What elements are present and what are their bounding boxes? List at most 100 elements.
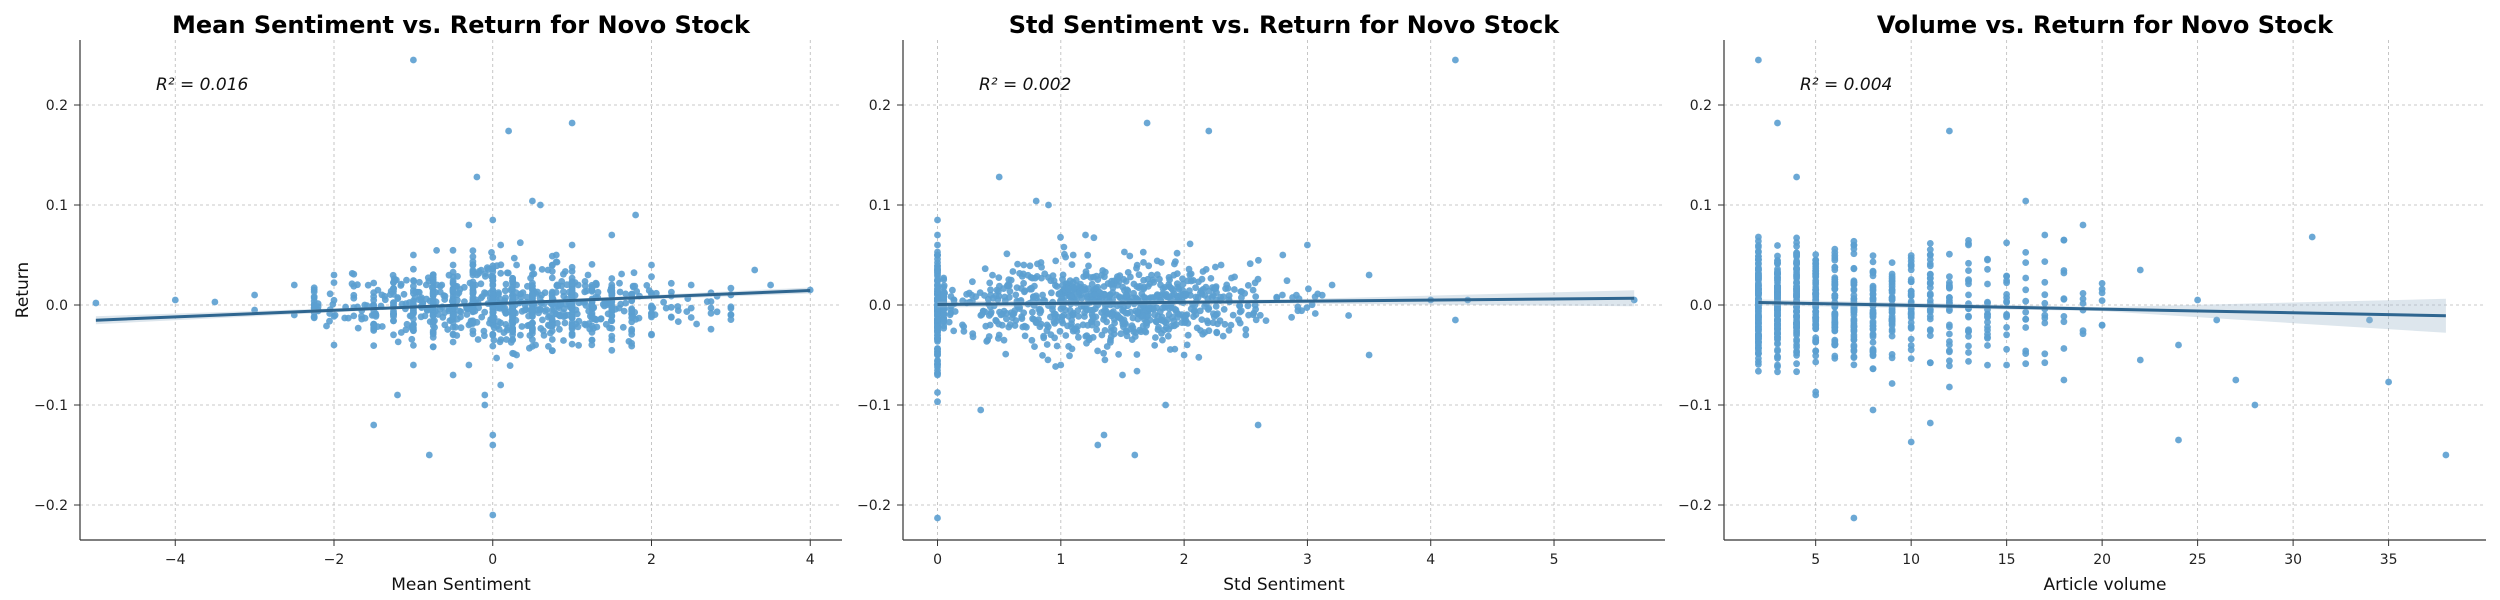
r-squared-annotation: R² = 0.002 [979, 75, 1071, 95]
data-point [1043, 327, 1051, 334]
data-point [976, 289, 984, 296]
data-point [1084, 251, 1092, 259]
data-point [986, 279, 994, 287]
data-point [2041, 359, 2049, 367]
data-point [1869, 339, 1877, 346]
data-point [1305, 285, 1312, 293]
data-point [987, 308, 995, 316]
y-tick-label: 0.1 [1690, 198, 1712, 214]
data-point [554, 319, 561, 327]
data-point [629, 282, 637, 290]
data-point [1227, 321, 1235, 329]
data-point [513, 351, 520, 359]
data-point [1850, 279, 1858, 286]
data-point [449, 261, 457, 269]
data-point [649, 304, 657, 312]
data-point [330, 296, 338, 304]
data-point [1308, 301, 1316, 309]
data-point [2022, 350, 2030, 357]
data-point [1273, 293, 1281, 301]
data-point [1249, 286, 1257, 294]
data-point [1812, 303, 1820, 311]
data-point [330, 271, 338, 279]
data-point [1984, 333, 1991, 341]
data-point [429, 290, 437, 297]
data-point [628, 314, 636, 322]
data-point [568, 241, 576, 249]
data-point [1907, 355, 1915, 362]
data-point [1984, 299, 1991, 307]
data-point [1236, 319, 1244, 327]
data-point [1107, 333, 1115, 341]
data-point [1888, 380, 1896, 387]
x-tick-label: 0 [488, 552, 497, 568]
data-point [630, 269, 638, 277]
data-point [370, 342, 378, 349]
data-point [1045, 201, 1052, 209]
data-point [1812, 352, 1820, 360]
data-point [1156, 275, 1163, 283]
data-point [1254, 421, 1262, 429]
data-point [1159, 336, 1166, 344]
data-point [934, 295, 941, 303]
data-point [2385, 378, 2393, 386]
data-point [940, 274, 948, 282]
data-point [457, 313, 464, 321]
data-point [1984, 256, 1991, 264]
data-point [529, 197, 536, 205]
data-point [1946, 383, 1953, 391]
data-point [2251, 401, 2259, 409]
data-point [1081, 313, 1088, 320]
data-point [1946, 321, 1953, 329]
data-point [1221, 320, 1229, 328]
data-point [1907, 261, 1915, 268]
data-point [548, 267, 556, 275]
data-point [489, 253, 497, 261]
data-point [1251, 301, 1259, 309]
data-point [727, 311, 735, 319]
data-point [1907, 298, 1915, 305]
data-point [1133, 367, 1141, 375]
data-point [1116, 293, 1123, 301]
data-point [548, 274, 556, 282]
y-tick-label: −0.1 [1678, 398, 1712, 414]
data-point [529, 342, 536, 350]
data-point [1183, 341, 1191, 349]
data-point [635, 314, 643, 322]
data-point [2003, 345, 2010, 353]
data-point [1165, 305, 1173, 313]
data-point [469, 306, 477, 313]
data-point [1145, 262, 1153, 270]
data-point [1831, 336, 1839, 344]
data-point [1869, 267, 1877, 275]
data-point [538, 266, 546, 273]
data-point [1115, 351, 1122, 358]
data-point [1030, 293, 1037, 300]
data-point [1812, 318, 1820, 325]
data-point [2022, 259, 2030, 266]
data-point [1174, 283, 1181, 291]
data-point [429, 298, 437, 306]
data-point [1283, 277, 1291, 285]
data-point [1755, 347, 1762, 355]
data-point [465, 361, 473, 369]
data-point [1888, 259, 1896, 266]
data-point [616, 288, 624, 296]
data-point [1192, 284, 1199, 292]
data-point [1018, 313, 1025, 321]
data-point [361, 314, 369, 322]
data-point [1122, 291, 1130, 299]
data-point [1018, 273, 1026, 280]
data-point [2442, 451, 2450, 459]
data-point [561, 268, 569, 275]
data-point [489, 315, 497, 323]
data-point [403, 320, 411, 328]
data-point [386, 291, 394, 298]
data-point [1114, 312, 1122, 320]
data-point [588, 283, 596, 291]
x-axis-label: Mean Sentiment [391, 575, 531, 595]
data-point [1068, 345, 1076, 353]
data-point [1237, 307, 1245, 315]
data-point [1068, 261, 1076, 268]
data-point [1158, 313, 1166, 321]
